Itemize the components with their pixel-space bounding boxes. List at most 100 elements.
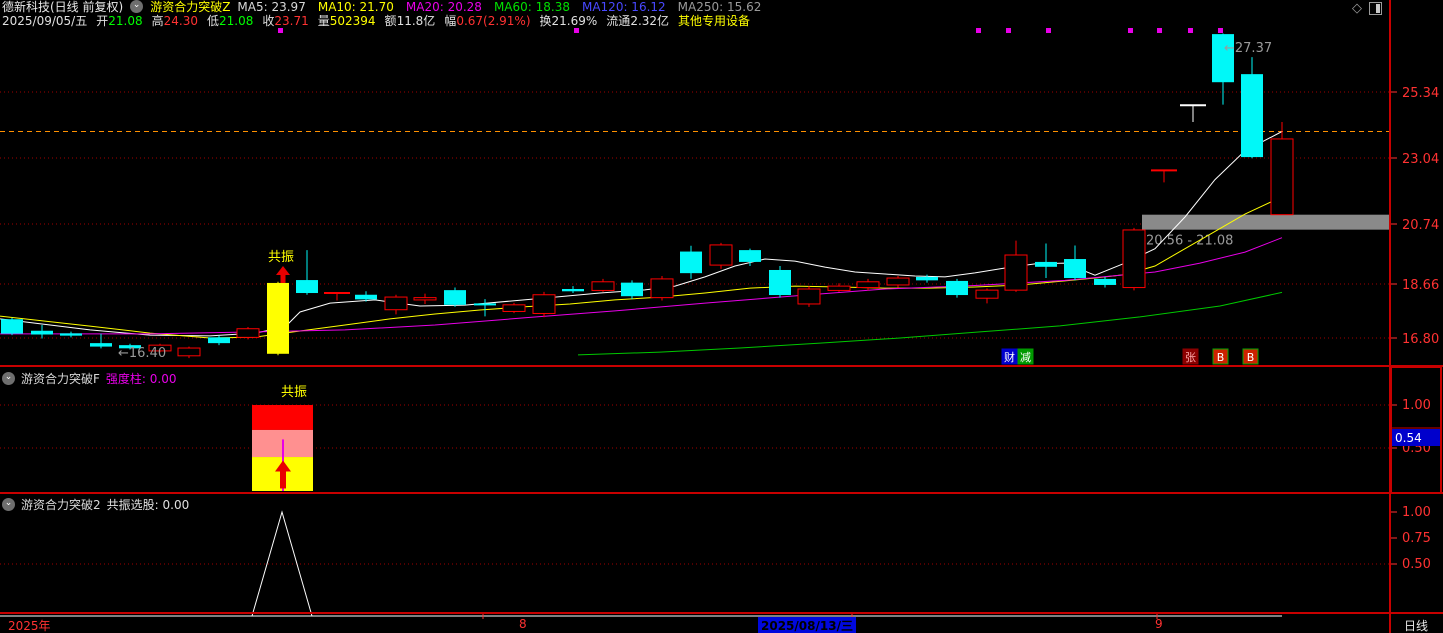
signal-dot xyxy=(1046,28,1051,33)
price-axis-label: 18.66 xyxy=(1402,278,1439,293)
candle-down xyxy=(444,290,466,305)
panel3-name[interactable]: 游资合力突破2 xyxy=(21,498,101,512)
info-item: 流通2.32亿 xyxy=(606,13,670,28)
indicator-axis-label: 1.00 xyxy=(1402,505,1431,520)
candle-up xyxy=(827,285,851,291)
main-indicator-name[interactable]: 游资合力突破Z xyxy=(150,0,231,14)
candle-up xyxy=(650,278,674,299)
candle-up xyxy=(856,281,880,289)
stock-title: 德新科技(日线 前复权) xyxy=(2,0,124,14)
candle-up xyxy=(975,289,999,299)
candle-down xyxy=(31,330,53,335)
event-badge-text: 财 xyxy=(1004,350,1015,364)
signal-spike xyxy=(251,510,313,617)
signal-dot xyxy=(976,28,981,33)
signal-dot xyxy=(1218,28,1223,33)
info-item: 收23.71 xyxy=(262,13,309,28)
up-arrow-icon xyxy=(276,266,290,275)
info-item: 低21.08 xyxy=(206,13,254,28)
candle-down xyxy=(296,280,318,294)
candle-down xyxy=(562,288,584,292)
candle-down xyxy=(946,280,968,296)
candle-up xyxy=(236,328,260,338)
time-axis[interactable]: 2025年 8 2025/08/13/三 9 xyxy=(0,614,1443,633)
info-item: 其他专用设备 xyxy=(678,13,751,28)
indicator-dropdown-icon[interactable] xyxy=(130,0,144,13)
candle-up xyxy=(1270,138,1294,216)
price-axis-label: 23.04 xyxy=(1402,152,1439,167)
ma-value: MA20: 20.28 xyxy=(405,0,482,14)
ma-line-ma20 xyxy=(0,237,1283,335)
ma-line-ma5 xyxy=(0,131,1283,337)
panel3-collapse-icon[interactable] xyxy=(2,498,15,511)
candle-up xyxy=(709,244,733,266)
chart-annotation: ←16.40 xyxy=(118,346,166,361)
info-item: 量502394 xyxy=(317,13,376,28)
candle-down xyxy=(1094,278,1116,285)
signal-dot xyxy=(278,28,283,33)
candle-down xyxy=(60,333,82,336)
panel2-param-value: 强度柱: 0.00 xyxy=(105,372,177,386)
candle-down xyxy=(1,319,23,334)
candle-down xyxy=(90,343,112,347)
panel3-param-value: 共振选股: 0.00 xyxy=(106,498,190,512)
candle-down xyxy=(680,251,702,274)
candle-up xyxy=(797,288,821,305)
signal-dot xyxy=(1188,28,1193,33)
up-arrow-icon xyxy=(280,275,286,283)
candle-down xyxy=(1241,74,1263,158)
ma-value: MA60: 18.38 xyxy=(493,0,570,14)
candle-down xyxy=(621,282,643,297)
time-axis-label: 2025年 xyxy=(8,619,51,633)
candle-up xyxy=(591,281,615,291)
chart-annotation: ←27.37 xyxy=(1224,41,1272,56)
event-badge-text: B xyxy=(1247,351,1255,364)
candle-up xyxy=(177,347,201,357)
event-badge xyxy=(1242,348,1259,365)
strength-column-label: 共振 xyxy=(281,385,307,400)
indicator-axis-label: 0.75 xyxy=(1402,531,1431,546)
ma-value: MA10: 21.70 xyxy=(317,0,394,14)
panel2-collapse-icon[interactable] xyxy=(2,372,15,385)
indicator-axis-label: 1.00 xyxy=(1402,398,1431,413)
candle-up xyxy=(384,296,408,311)
signal-dot xyxy=(1128,28,1133,33)
candle-down xyxy=(119,345,141,349)
info-item: 额11.8亿 xyxy=(384,13,436,28)
period-label[interactable]: 日线 xyxy=(1403,619,1428,633)
candle-up xyxy=(148,344,172,352)
candle-down xyxy=(1064,259,1086,279)
ma-value: MA5: 23.97 xyxy=(237,0,306,14)
selected-date-badge: 2025/08/13/三 xyxy=(758,617,856,633)
mid-axis-frame xyxy=(1390,366,1442,494)
ma-value: MA120: 16.12 xyxy=(581,0,666,14)
panel2-header: 游资合力突破F 强度柱: 0.00 xyxy=(2,370,176,387)
info-item: 高24.30 xyxy=(151,13,198,28)
candle-down xyxy=(474,303,496,306)
header-info-line: 2025/09/05/五 开21.08 高24.30 低21.08 收23.71 量502… xyxy=(2,13,751,28)
ma-line-ma10 xyxy=(0,196,1283,339)
split-window-icon[interactable] xyxy=(1369,2,1382,15)
info-item: 换21.69% xyxy=(539,13,598,28)
candle-up xyxy=(532,294,556,314)
candle-up xyxy=(413,297,437,301)
header-line1: 德新科技(日线 前复权) 游资合力突破Z MA5: 23.97 MA10: 21.… xyxy=(2,0,761,14)
signal-dot xyxy=(574,28,579,33)
signal-dot xyxy=(1006,28,1011,33)
event-badge xyxy=(1017,348,1034,365)
event-badge xyxy=(1001,348,1018,365)
candle-up xyxy=(1122,229,1146,289)
price-axis-label: 20.74 xyxy=(1402,218,1439,233)
ma-values: MA5: 23.97 MA10: 21.70 MA20: 20.28 MA60: 18… xyxy=(237,0,761,14)
candle-down xyxy=(1035,261,1057,267)
candle-down xyxy=(208,337,230,344)
indicator-axis-label: 0.50 xyxy=(1402,557,1431,572)
time-axis-label: 8 xyxy=(519,617,527,631)
candle-up xyxy=(1004,254,1028,291)
info-item: 幅0.67(2.91%) xyxy=(444,13,531,28)
panel2-name[interactable]: 游资合力突破F xyxy=(21,372,100,386)
candle-down xyxy=(739,250,761,262)
price-zone-box xyxy=(1142,214,1390,230)
